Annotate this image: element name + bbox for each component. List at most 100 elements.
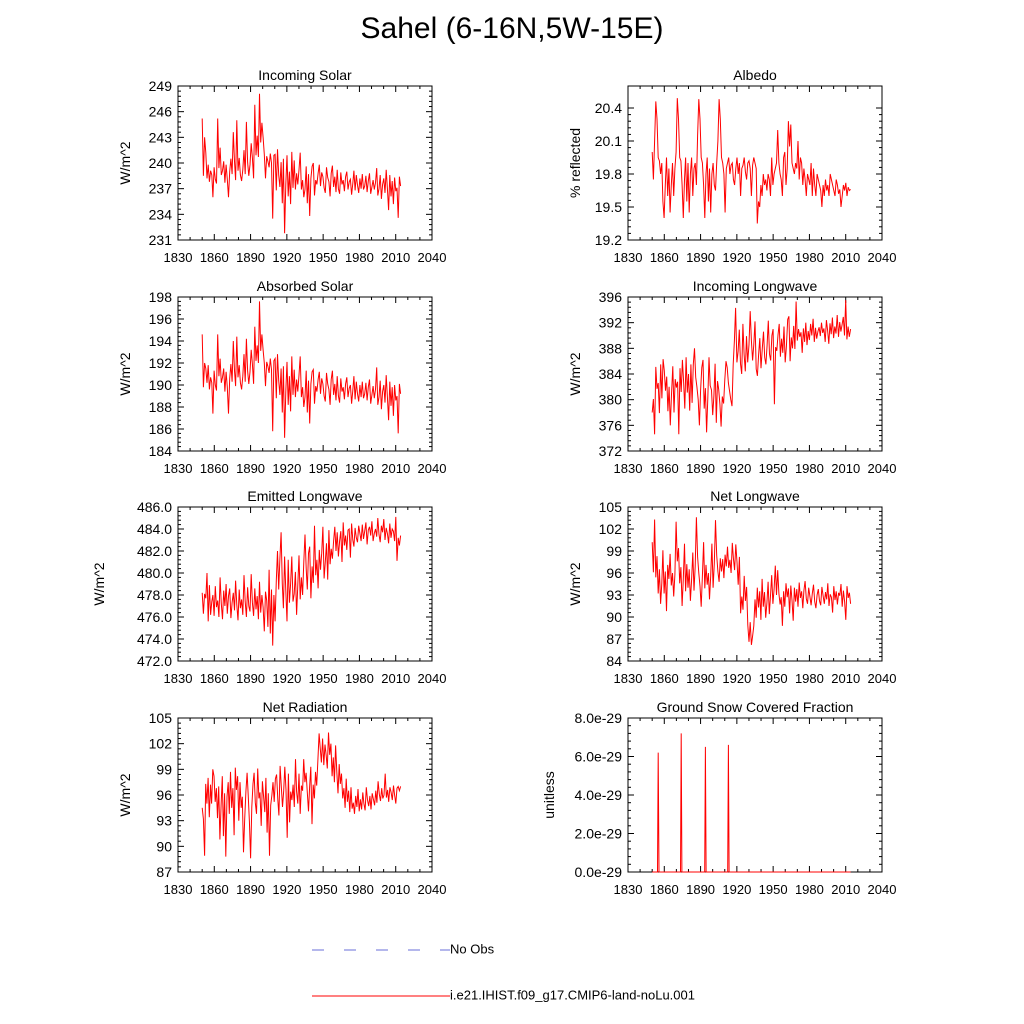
y-tick-label: 486.0 <box>137 499 172 515</box>
panel-emitted-longwave: Emitted Longwave W/m^2 1830 1860 1890 1920 195… <box>91 477 446 689</box>
panel-ground-snow: Ground Snow Covered Fraction unitless 1830… <box>541 688 896 900</box>
x-tick-label: 1980 <box>795 250 824 265</box>
panel-incoming-solar: Incoming Solar W/m^2 1830 1860 1890 1920 1950 1… <box>117 56 446 268</box>
y-tick-label: 84 <box>606 653 622 669</box>
x-tick-label: 1920 <box>272 250 301 265</box>
y-tick-label: 2.0e-29 <box>575 826 623 842</box>
series-line-emitted-longwave <box>201 516 402 646</box>
y-tick-label: 384 <box>599 366 623 382</box>
x-tick-label: 1830 <box>614 882 643 897</box>
chart-title: Net Longwave <box>710 488 800 504</box>
y-tick-label: 105 <box>599 499 623 515</box>
x-tick-label: 1830 <box>164 250 193 265</box>
x-tick-label: 1830 <box>614 250 643 265</box>
legend-model-line <box>312 995 450 997</box>
y-tick-label: 90 <box>606 609 622 625</box>
y-tick-label: 20.1 <box>595 133 622 149</box>
x-tick-label: 2010 <box>831 461 860 476</box>
y-tick-label: 0.0e-29 <box>575 864 623 880</box>
x-tick-label: 1860 <box>650 461 679 476</box>
series-line-net-longwave <box>651 517 852 645</box>
x-tick-label: 1890 <box>236 250 265 265</box>
x-tick-label: 1890 <box>686 882 715 897</box>
y-tick-label: 184 <box>149 443 173 459</box>
x-tick-label: 1950 <box>309 461 338 476</box>
x-tick-label: 2040 <box>868 250 897 265</box>
y-tick-label: 99 <box>156 761 172 777</box>
y-tick-label: 474.0 <box>137 631 172 647</box>
y-tick-label: 8.0e-29 <box>575 710 623 726</box>
x-tick-label: 2010 <box>831 882 860 897</box>
y-tick-label: 87 <box>156 864 172 880</box>
x-tick-label: 1890 <box>236 882 265 897</box>
x-tick-label: 1860 <box>650 250 679 265</box>
x-tick-label: 1950 <box>759 461 788 476</box>
chart-incoming-longwave: Incoming Longwave W/m^2 1830 1860 1890 1920 19… <box>567 278 896 476</box>
y-tick-label: 476.0 <box>137 609 172 625</box>
x-tick-label: 2010 <box>381 461 410 476</box>
x-tick-label: 1830 <box>614 671 643 686</box>
x-tick-label: 2040 <box>868 461 897 476</box>
x-tick-label: 1890 <box>686 250 715 265</box>
x-tick-label: 1980 <box>345 250 374 265</box>
chart-albedo: Albedo % reflected 1830 1860 1890 1920 1950 198… <box>567 67 896 265</box>
series-line-incoming-longwave <box>651 300 852 435</box>
chart-incoming-solar: Incoming Solar W/m^2 1830 1860 1890 1920 1950 1… <box>117 67 446 265</box>
x-tick-label: 2010 <box>831 671 860 686</box>
x-tick-label: 2040 <box>868 671 897 686</box>
x-tick-label: 1950 <box>309 882 338 897</box>
x-tick-label: 1830 <box>164 461 193 476</box>
y-axis-label: W/m^2 <box>567 562 583 605</box>
y-axis-label: unitless <box>541 771 557 818</box>
panel-incoming-longwave: Incoming Longwave W/m^2 1830 1860 1890 1920 19… <box>567 267 896 479</box>
plot-frame <box>627 506 883 662</box>
x-tick-label: 1950 <box>309 250 338 265</box>
chart-title: Net Radiation <box>263 699 348 715</box>
legend-obs: No Obs <box>310 940 494 960</box>
y-tick-label: 93 <box>606 587 622 603</box>
x-tick-label: 1890 <box>686 671 715 686</box>
x-tick-label: 2040 <box>418 882 447 897</box>
y-tick-label: 19.2 <box>595 232 622 248</box>
chart-title: Incoming Solar <box>258 67 352 83</box>
series-line-ground-snow-covered-fraction <box>652 733 851 873</box>
y-tick-label: 186 <box>149 421 173 437</box>
y-tick-label: 20.4 <box>595 100 622 116</box>
x-tick-label: 1980 <box>345 882 374 897</box>
x-tick-label: 1980 <box>795 671 824 686</box>
plot-frame <box>177 85 433 241</box>
plot-frame <box>177 296 433 452</box>
series-line-net-radiation <box>201 732 402 859</box>
y-tick-label: 93 <box>156 813 172 829</box>
x-tick-label: 2010 <box>381 671 410 686</box>
x-tick-label: 1890 <box>236 671 265 686</box>
y-tick-label: 96 <box>156 787 172 803</box>
plot-frame <box>627 717 883 873</box>
x-tick-label: 1950 <box>759 250 788 265</box>
y-tick-label: 480.0 <box>137 565 172 581</box>
chart-emitted-longwave: Emitted Longwave W/m^2 1830 1860 1890 1920 195… <box>91 488 446 686</box>
legend-obs-label: No Obs <box>450 941 495 957</box>
y-tick-label: 194 <box>149 333 173 349</box>
x-tick-label: 1950 <box>759 882 788 897</box>
x-tick-label: 1860 <box>650 882 679 897</box>
x-tick-label: 1830 <box>614 461 643 476</box>
y-tick-label: 19.8 <box>595 166 622 182</box>
x-tick-label: 1920 <box>272 671 301 686</box>
y-axis-label: W/m^2 <box>117 141 133 184</box>
x-tick-label: 2040 <box>418 250 447 265</box>
y-tick-label: 396 <box>599 289 623 305</box>
x-tick-label: 2040 <box>868 882 897 897</box>
x-tick-label: 1920 <box>722 671 751 686</box>
y-tick-label: 482.0 <box>137 543 172 559</box>
plot-frame <box>177 506 433 662</box>
chart-title: Absorbed Solar <box>257 278 354 294</box>
y-tick-label: 231 <box>149 232 173 248</box>
panel-absorbed-solar: Absorbed Solar W/m^2 1830 1860 1890 1920 1950 1… <box>117 267 446 479</box>
y-axis-label: W/m^2 <box>91 562 107 605</box>
x-tick-label: 2010 <box>831 250 860 265</box>
y-tick-label: 105 <box>149 710 173 726</box>
y-tick-label: 198 <box>149 289 173 305</box>
y-tick-label: 234 <box>149 206 173 222</box>
